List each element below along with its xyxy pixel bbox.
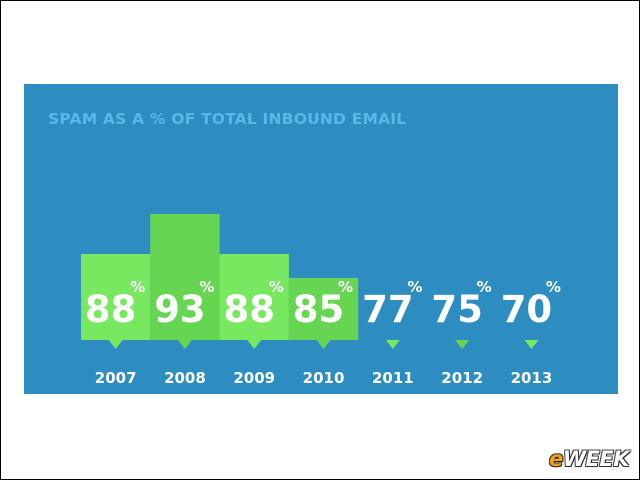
- bar-pointer-2012: [455, 340, 470, 349]
- bar-pointer-2007: [108, 340, 123, 349]
- bar-value-2009: 88: [224, 288, 276, 331]
- bar-chart: SPAM AS A % OF TOTAL INBOUND EMAIL 88% 20…: [48, 110, 561, 387]
- bar-group-2007: 88% 2007: [81, 254, 151, 387]
- bar-2010: [288, 278, 359, 340]
- bar-pointer-2011: [385, 340, 400, 349]
- bar-group-2013: 70% 2013: [501, 278, 561, 387]
- bar-group-2010: 85% 2010: [288, 278, 359, 387]
- logo-e: e: [549, 447, 563, 471]
- year-label-2007: 2007: [95, 369, 137, 387]
- logo-week: WEEK: [562, 447, 630, 471]
- year-label-2012: 2012: [441, 369, 483, 387]
- year-label-2013: 2013: [511, 369, 553, 387]
- bar-2008: [150, 214, 220, 340]
- bar-group-2008: 93% 2008: [150, 214, 220, 387]
- bar-value-suffix-2013: %: [546, 278, 561, 296]
- bars-group: 88% 2007 93% 2008 88% 2009 85% 2010 77% 2011 75% 20…: [81, 214, 561, 387]
- bar-value-2008: 93: [154, 288, 206, 331]
- year-label-2008: 2008: [164, 369, 206, 387]
- bar-value-suffix-2010: %: [338, 278, 353, 296]
- bar-group-2011: 77% 2011: [362, 278, 422, 387]
- bar-value-2013: 70: [501, 288, 553, 331]
- bar-value-suffix-2009: %: [269, 278, 284, 296]
- bar-pointer-2010: [316, 340, 331, 349]
- bar-pointer-2009: [247, 340, 262, 349]
- year-label-2011: 2011: [372, 369, 414, 387]
- bar-value-2010: 85: [293, 288, 345, 331]
- bar-value-2011: 77: [362, 288, 414, 331]
- bar-2007: [81, 254, 151, 340]
- bar-group-2009: 88% 2009: [219, 254, 289, 387]
- bar-value-suffix-2008: %: [199, 278, 214, 296]
- year-label-2009: 2009: [233, 369, 275, 387]
- chart-title: SPAM AS A % OF TOTAL INBOUND EMAIL: [48, 110, 406, 128]
- bar-value-suffix-2007: %: [130, 278, 145, 296]
- eweek-logo: eWEEK: [549, 447, 629, 471]
- bar-pointer-2013: [524, 340, 539, 349]
- year-label-2010: 2010: [303, 369, 345, 387]
- bar-pointer-2008: [177, 340, 192, 349]
- bar-value-suffix-2011: %: [407, 278, 422, 296]
- bar-value-suffix-2012: %: [477, 278, 492, 296]
- bar-value-2012: 75: [431, 288, 483, 331]
- bar-2009: [219, 254, 289, 340]
- chart-panel: SPAM AS A % OF TOTAL INBOUND EMAIL 88% 20…: [24, 84, 618, 394]
- bar-value-2007: 88: [85, 288, 137, 331]
- bar-group-2012: 75% 2012: [431, 278, 491, 387]
